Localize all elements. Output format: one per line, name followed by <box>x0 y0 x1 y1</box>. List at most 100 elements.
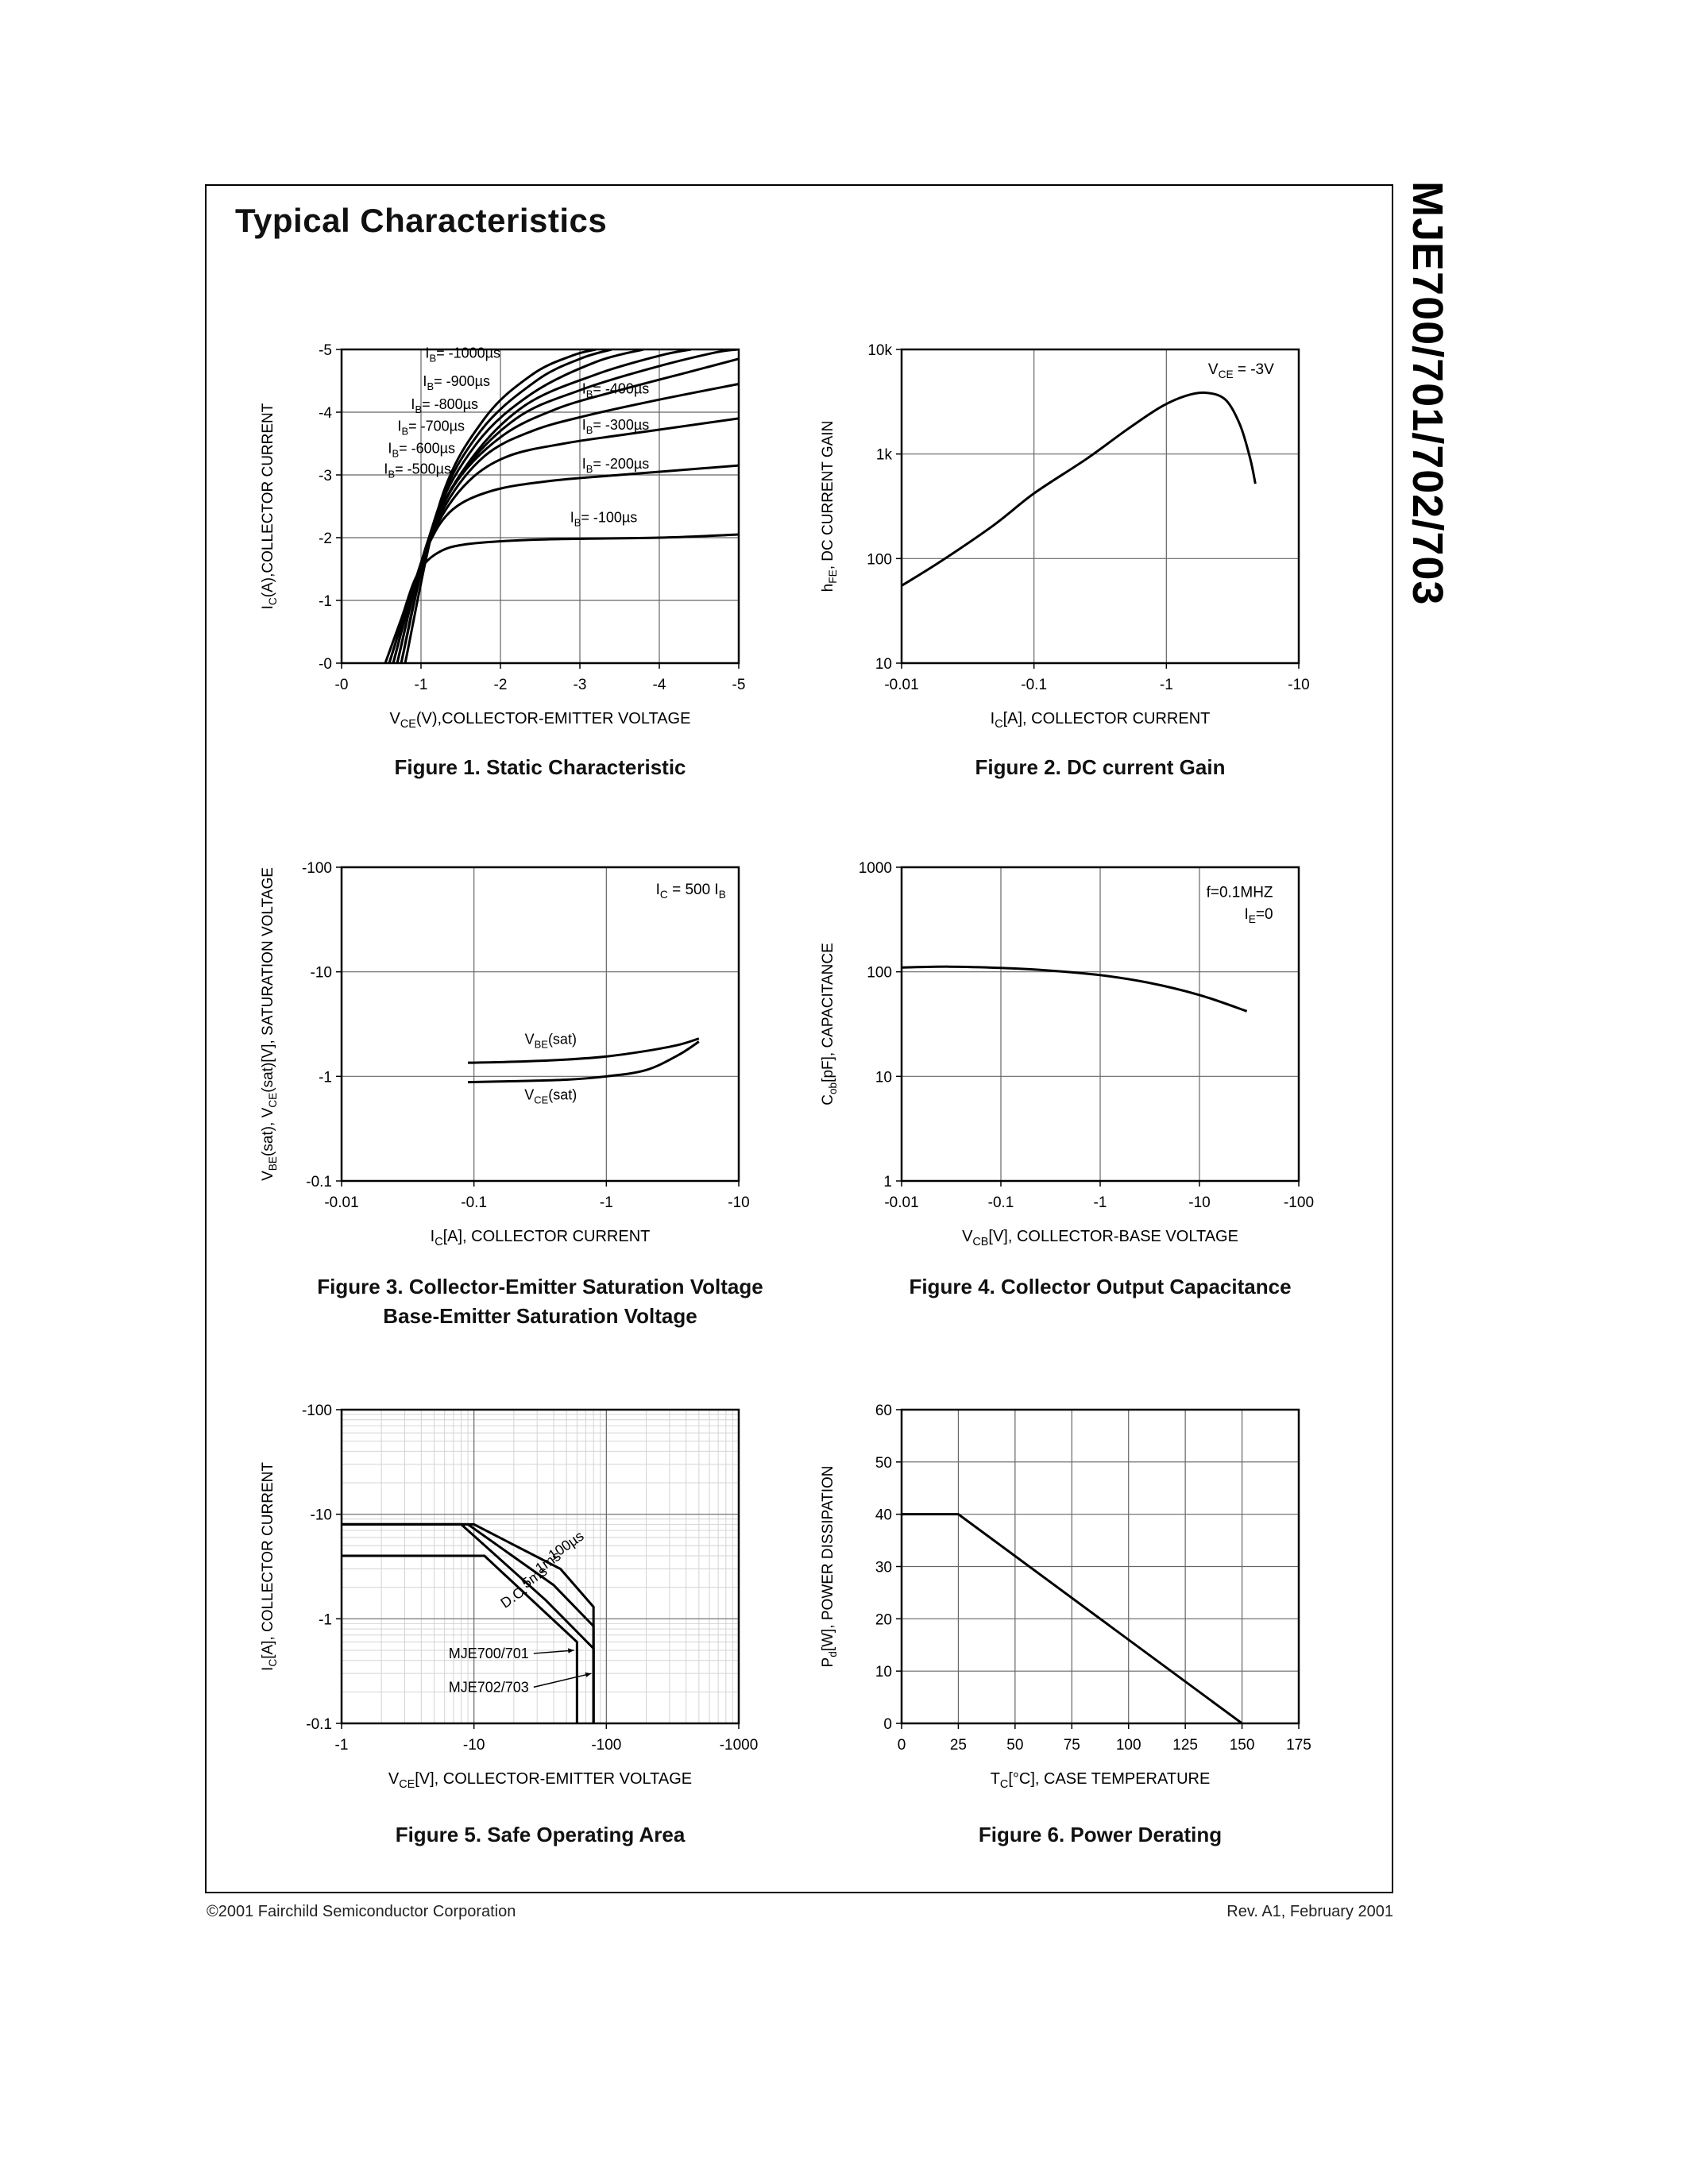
svg-text:TC[°C], CASE TEMPERATURE: TC[°C], CASE TEMPERATURE <box>991 1770 1211 1791</box>
svg-text:-1: -1 <box>319 1069 332 1086</box>
figure2-caption: Figure 2. DC current Gain <box>975 755 1226 779</box>
figure3-caption: Figure 3. Collector-Emitter Saturation V… <box>317 1275 763 1298</box>
svg-text:-10: -10 <box>311 965 332 982</box>
footer-revision: Rev. A1, February 2001 <box>1226 1903 1393 1920</box>
chart-svg: -0 -1 -2 -3 -4 -5 -0 -1 -2 -3 -4 -5 VCE(V),COLLECTOR… <box>260 342 746 731</box>
svg-text:-0.01: -0.01 <box>884 677 918 693</box>
svg-text:Pd[W], POWER DISSIPATION: Pd[W], POWER DISSIPATION <box>820 1466 839 1668</box>
svg-text:VBE(sat), VCE(sat)[V], SATURAT: VBE(sat), VCE(sat)[V], SATURATION VOLTAG… <box>260 867 279 1181</box>
part-number-vertical: MJE700/701/702/703 <box>1404 181 1451 606</box>
svg-text:-0.1: -0.1 <box>1021 677 1047 693</box>
svg-text:VCE(V),COLLECTOR-EMITTER VOLTA: VCE(V),COLLECTOR-EMITTER VOLTAGE <box>390 710 691 731</box>
svg-text:-100: -100 <box>591 1737 621 1754</box>
svg-text:VCE = -3V: VCE = -3V <box>1208 361 1274 380</box>
svg-text:IB= -800µs: IB= -800µs <box>411 396 478 415</box>
figure6-caption: Figure 6. Power Derating <box>978 1823 1223 1846</box>
svg-text:100: 100 <box>1116 1737 1141 1754</box>
svg-text:-100: -100 <box>1284 1194 1314 1211</box>
svg-text:IC = 500 IB: IC = 500 IB <box>656 882 726 901</box>
svg-text:IE=0: IE=0 <box>1244 906 1273 925</box>
svg-text:-0.1: -0.1 <box>461 1194 487 1211</box>
chart-svg: 0 25 50 75 100 125 150 175 0 10 20 30 40 50 60 TC[°C], … <box>820 1403 1311 1791</box>
svg-text:-0.01: -0.01 <box>884 1194 918 1211</box>
svg-text:-100: -100 <box>302 860 332 877</box>
svg-text:50: 50 <box>875 1455 892 1472</box>
svg-text:150: 150 <box>1230 1737 1255 1754</box>
svg-text:-10: -10 <box>728 1194 749 1211</box>
svg-text:IB= -300µs: IB= -300µs <box>582 417 650 436</box>
svg-text:1000: 1000 <box>859 860 892 877</box>
svg-text:-2: -2 <box>319 531 332 547</box>
figure4-collector-output-capacitance-chart: -0.01 -0.1 -1 -10 -100 1 10 100 1000 VCB[V], COLL… <box>810 843 1335 1256</box>
svg-text:-1000: -1000 <box>720 1737 759 1754</box>
svg-text:10k: 10k <box>867 342 892 359</box>
svg-text:25: 25 <box>950 1737 967 1754</box>
svg-text:1k: 1k <box>876 447 893 464</box>
svg-text:10: 10 <box>875 1069 892 1086</box>
svg-text:-10: -10 <box>311 1507 332 1524</box>
svg-text:-10: -10 <box>1288 677 1309 693</box>
svg-text:IC[A], COLLECTOR CURRENT: IC[A], COLLECTOR CURRENT <box>431 1228 651 1248</box>
svg-text:-10: -10 <box>1188 1194 1210 1211</box>
figure3-saturation-voltage-chart: -0.01 -0.1 -1 -10 -0.1 -1 -10 -100 IC[A], COLLEC… <box>250 843 774 1256</box>
footer-copyright: ©2001 Fairchild Semiconductor Corporatio… <box>207 1903 516 1920</box>
svg-text:-1: -1 <box>600 1194 613 1211</box>
svg-text:MJE700/701: MJE700/701 <box>449 1646 529 1661</box>
figure-4: -0.01 -0.1 -1 -10 -100 1 10 100 1000 VCB[V], COLL… <box>810 843 1335 1256</box>
figure-6: 0 25 50 75 100 125 150 175 0 10 20 30 40 50 60 TC[°C], … <box>810 1386 1335 1799</box>
svg-text:-3: -3 <box>319 468 332 484</box>
svg-text:100: 100 <box>867 965 892 982</box>
svg-text:-0: -0 <box>335 677 349 693</box>
svg-text:VCB[V], COLLECTOR-BASE VOLTAGE: VCB[V], COLLECTOR-BASE VOLTAGE <box>962 1228 1238 1248</box>
svg-text:IB= -600µs: IB= -600µs <box>388 440 455 459</box>
svg-text:50: 50 <box>1006 1737 1023 1754</box>
svg-text:1: 1 <box>883 1174 892 1190</box>
svg-text:-100: -100 <box>302 1403 332 1419</box>
svg-text:IB= -100µs: IB= -100µs <box>570 509 638 528</box>
chart-svg: -0.01 -0.1 -1 -10 -0.1 -1 -10 -100 IC[A], COLLEC… <box>260 860 750 1248</box>
svg-text:20: 20 <box>875 1611 892 1628</box>
figure5-safe-operating-area-chart: -1 -10 -100 -1000 -0.1 -1 -10 -100 VCE[V], COLLE… <box>250 1386 774 1799</box>
svg-text:-10: -10 <box>463 1737 485 1754</box>
figure4-caption: Figure 4. Collector Output Capacitance <box>909 1275 1292 1298</box>
figure-1: -0 -1 -2 -3 -4 -5 -0 -1 -2 -3 -4 -5 VCE(V),COLLECTOR… <box>250 326 774 739</box>
svg-text:30: 30 <box>875 1560 892 1576</box>
svg-text:-2: -2 <box>494 677 508 693</box>
svg-text:VCE[V], COLLECTOR-EMITTER VOLT: VCE[V], COLLECTOR-EMITTER VOLTAGE <box>388 1770 692 1791</box>
figure1-static-characteristic-chart: -0 -1 -2 -3 -4 -5 -0 -1 -2 -3 -4 -5 VCE(V),COLLECTOR… <box>250 326 774 739</box>
figure-3: -0.01 -0.1 -1 -10 -0.1 -1 -10 -100 IC[A], COLLEC… <box>250 843 774 1256</box>
svg-text:IB= -700µs: IB= -700µs <box>397 419 465 438</box>
chart-svg: -0.01 -0.1 -1 -10 -100 1 10 100 1000 VCB[V], COLL… <box>820 860 1314 1248</box>
svg-text:-3: -3 <box>574 677 587 693</box>
figure-2: -0.01 -0.1 -1 -10 10 100 1k 10k IC[A], COLLECTOR… <box>810 326 1335 739</box>
svg-text:100: 100 <box>867 551 892 568</box>
chart-svg: -0.01 -0.1 -1 -10 10 100 1k 10k IC[A], COLLECTOR… <box>820 342 1310 731</box>
svg-text:hFE, DC CURRENT GAIN: hFE, DC CURRENT GAIN <box>820 421 839 592</box>
svg-text:-0.1: -0.1 <box>988 1194 1014 1211</box>
svg-text:-0: -0 <box>319 656 332 673</box>
svg-text:0: 0 <box>883 1716 892 1733</box>
svg-text:-1: -1 <box>319 593 332 610</box>
svg-text:10: 10 <box>875 1664 892 1680</box>
svg-text:IC[A], COLLECTOR CURRENT: IC[A], COLLECTOR CURRENT <box>260 1462 279 1671</box>
svg-text:VCE(sat): VCE(sat) <box>524 1087 577 1106</box>
figure3-caption-line2: Base-Emitter Saturation Voltage <box>383 1304 697 1328</box>
svg-text:VBE(sat): VBE(sat) <box>525 1031 577 1050</box>
svg-text:-0.01: -0.01 <box>324 1194 358 1211</box>
svg-text:-5: -5 <box>319 342 332 359</box>
figure1-caption: Figure 1. Static Characteristic <box>394 755 686 779</box>
svg-text:-0.1: -0.1 <box>306 1716 332 1733</box>
svg-text:IC[A], COLLECTOR CURRENT: IC[A], COLLECTOR CURRENT <box>991 710 1211 731</box>
content-border-box <box>205 184 1393 1893</box>
svg-text:-4: -4 <box>653 677 666 693</box>
svg-text:IB= -900µs: IB= -900µs <box>423 373 490 392</box>
svg-text:-1: -1 <box>1160 677 1173 693</box>
svg-text:-1: -1 <box>335 1737 349 1754</box>
svg-text:10: 10 <box>875 656 892 673</box>
svg-text:-5: -5 <box>732 677 746 693</box>
figure6-power-derating-chart: 0 25 50 75 100 125 150 175 0 10 20 30 40 50 60 TC[°C], … <box>810 1386 1335 1799</box>
figure-5: -1 -10 -100 -1000 -0.1 -1 -10 -100 VCE[V], COLLE… <box>250 1386 774 1799</box>
svg-text:75: 75 <box>1064 1737 1080 1754</box>
svg-text:IB= -200µs: IB= -200µs <box>582 456 650 475</box>
